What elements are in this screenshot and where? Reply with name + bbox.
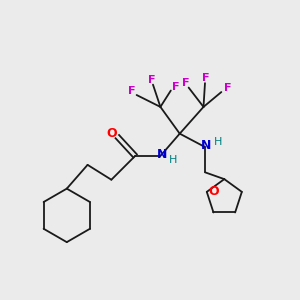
Text: F: F xyxy=(182,78,189,88)
Text: O: O xyxy=(208,185,219,198)
Text: F: F xyxy=(202,73,210,83)
Text: N: N xyxy=(157,148,167,161)
Text: N: N xyxy=(201,139,212,152)
Text: F: F xyxy=(224,83,231,93)
Text: H: H xyxy=(214,137,223,147)
Text: O: O xyxy=(106,127,117,140)
Text: F: F xyxy=(128,86,135,96)
Text: H: H xyxy=(169,154,177,164)
Text: F: F xyxy=(148,75,155,85)
Text: F: F xyxy=(172,82,180,92)
